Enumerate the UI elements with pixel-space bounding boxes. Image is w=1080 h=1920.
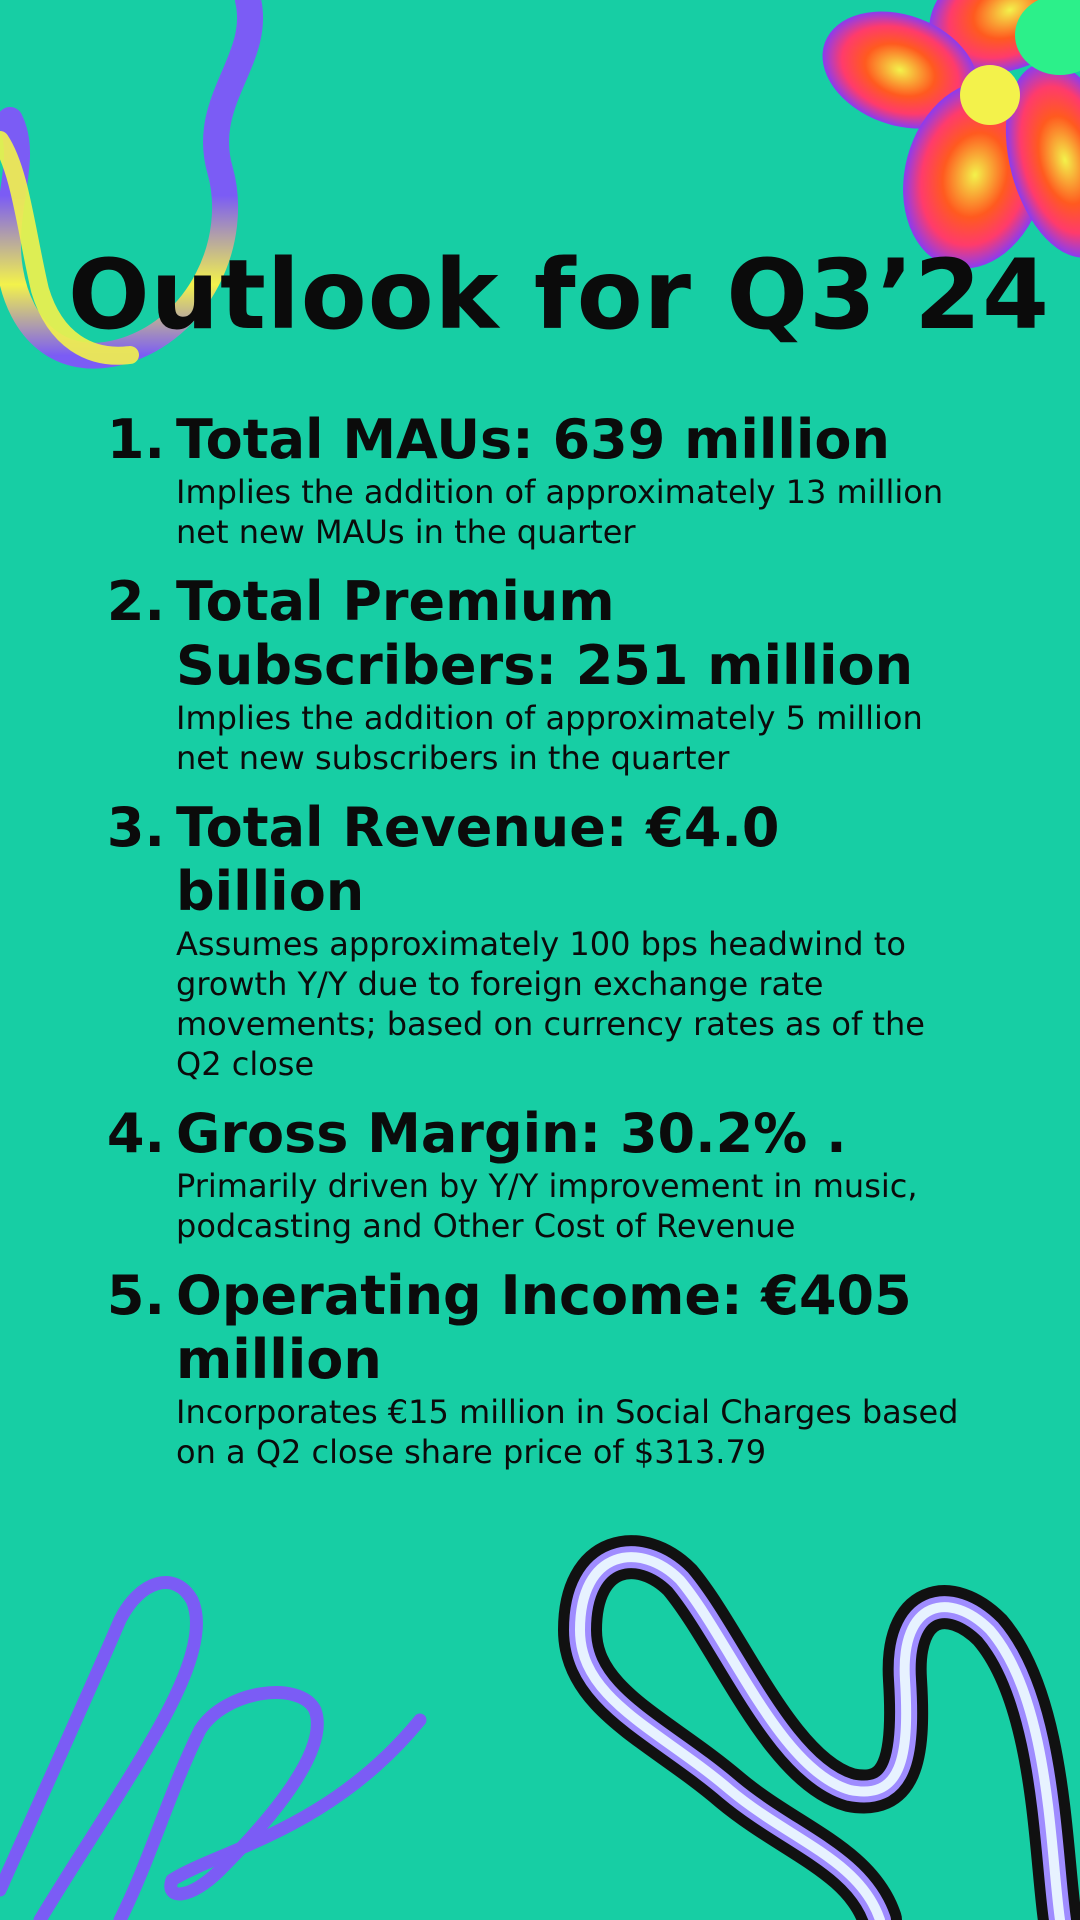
item-body: Operating Income: €405 million Incorpora… (176, 1264, 980, 1472)
page-title: Outlook for Q3’24 (68, 239, 1050, 351)
list-item: 5. Operating Income: €405 million Incorp… (100, 1264, 980, 1472)
item-detail: Primarily driven by Y/Y improvement in m… (176, 1167, 918, 1245)
item-heading: Gross Margin: 30.2% . (176, 1102, 847, 1165)
item-detail: Assumes approximately 100 bps headwind t… (176, 925, 925, 1083)
item-body: Total MAUs: 639 million Implies the addi… (176, 408, 980, 552)
outlook-list: 1. Total MAUs: 639 million Implies the a… (100, 408, 980, 1490)
item-detail: Implies the addition of approximately 5 … (176, 699, 923, 777)
item-number: 2. (106, 570, 165, 633)
item-detail: Incorporates €15 million in Social Charg… (176, 1393, 959, 1471)
list-item: 1. Total MAUs: 639 million Implies the a… (100, 408, 980, 552)
item-heading: Operating Income: €405 million (176, 1264, 912, 1391)
item-number: 4. (106, 1102, 165, 1165)
list-item: 2. Total Premium Subscribers: 251 millio… (100, 570, 980, 778)
item-number: 1. (106, 408, 165, 471)
item-heading: Total Premium Subscribers: 251 million (176, 570, 914, 697)
squiggle-decoration (557, 1535, 1080, 1920)
item-body: Gross Margin: 30.2% . Primarily driven b… (176, 1102, 980, 1246)
item-number: 3. (106, 796, 165, 859)
item-body: Total Revenue: €4.0 billion Assumes appr… (176, 796, 980, 1084)
item-heading: Total Revenue: €4.0 billion (176, 796, 780, 923)
item-number: 5. (106, 1264, 165, 1327)
list-item: 3. Total Revenue: €4.0 billion Assumes a… (100, 796, 980, 1084)
item-detail: Implies the addition of approximately 13… (176, 473, 944, 551)
scribble-decoration (0, 1576, 427, 1920)
list-item: 4. Gross Margin: 30.2% . Primarily drive… (100, 1102, 980, 1246)
item-heading: Total MAUs: 639 million (176, 408, 890, 471)
item-body: Total Premium Subscribers: 251 million I… (176, 570, 980, 778)
